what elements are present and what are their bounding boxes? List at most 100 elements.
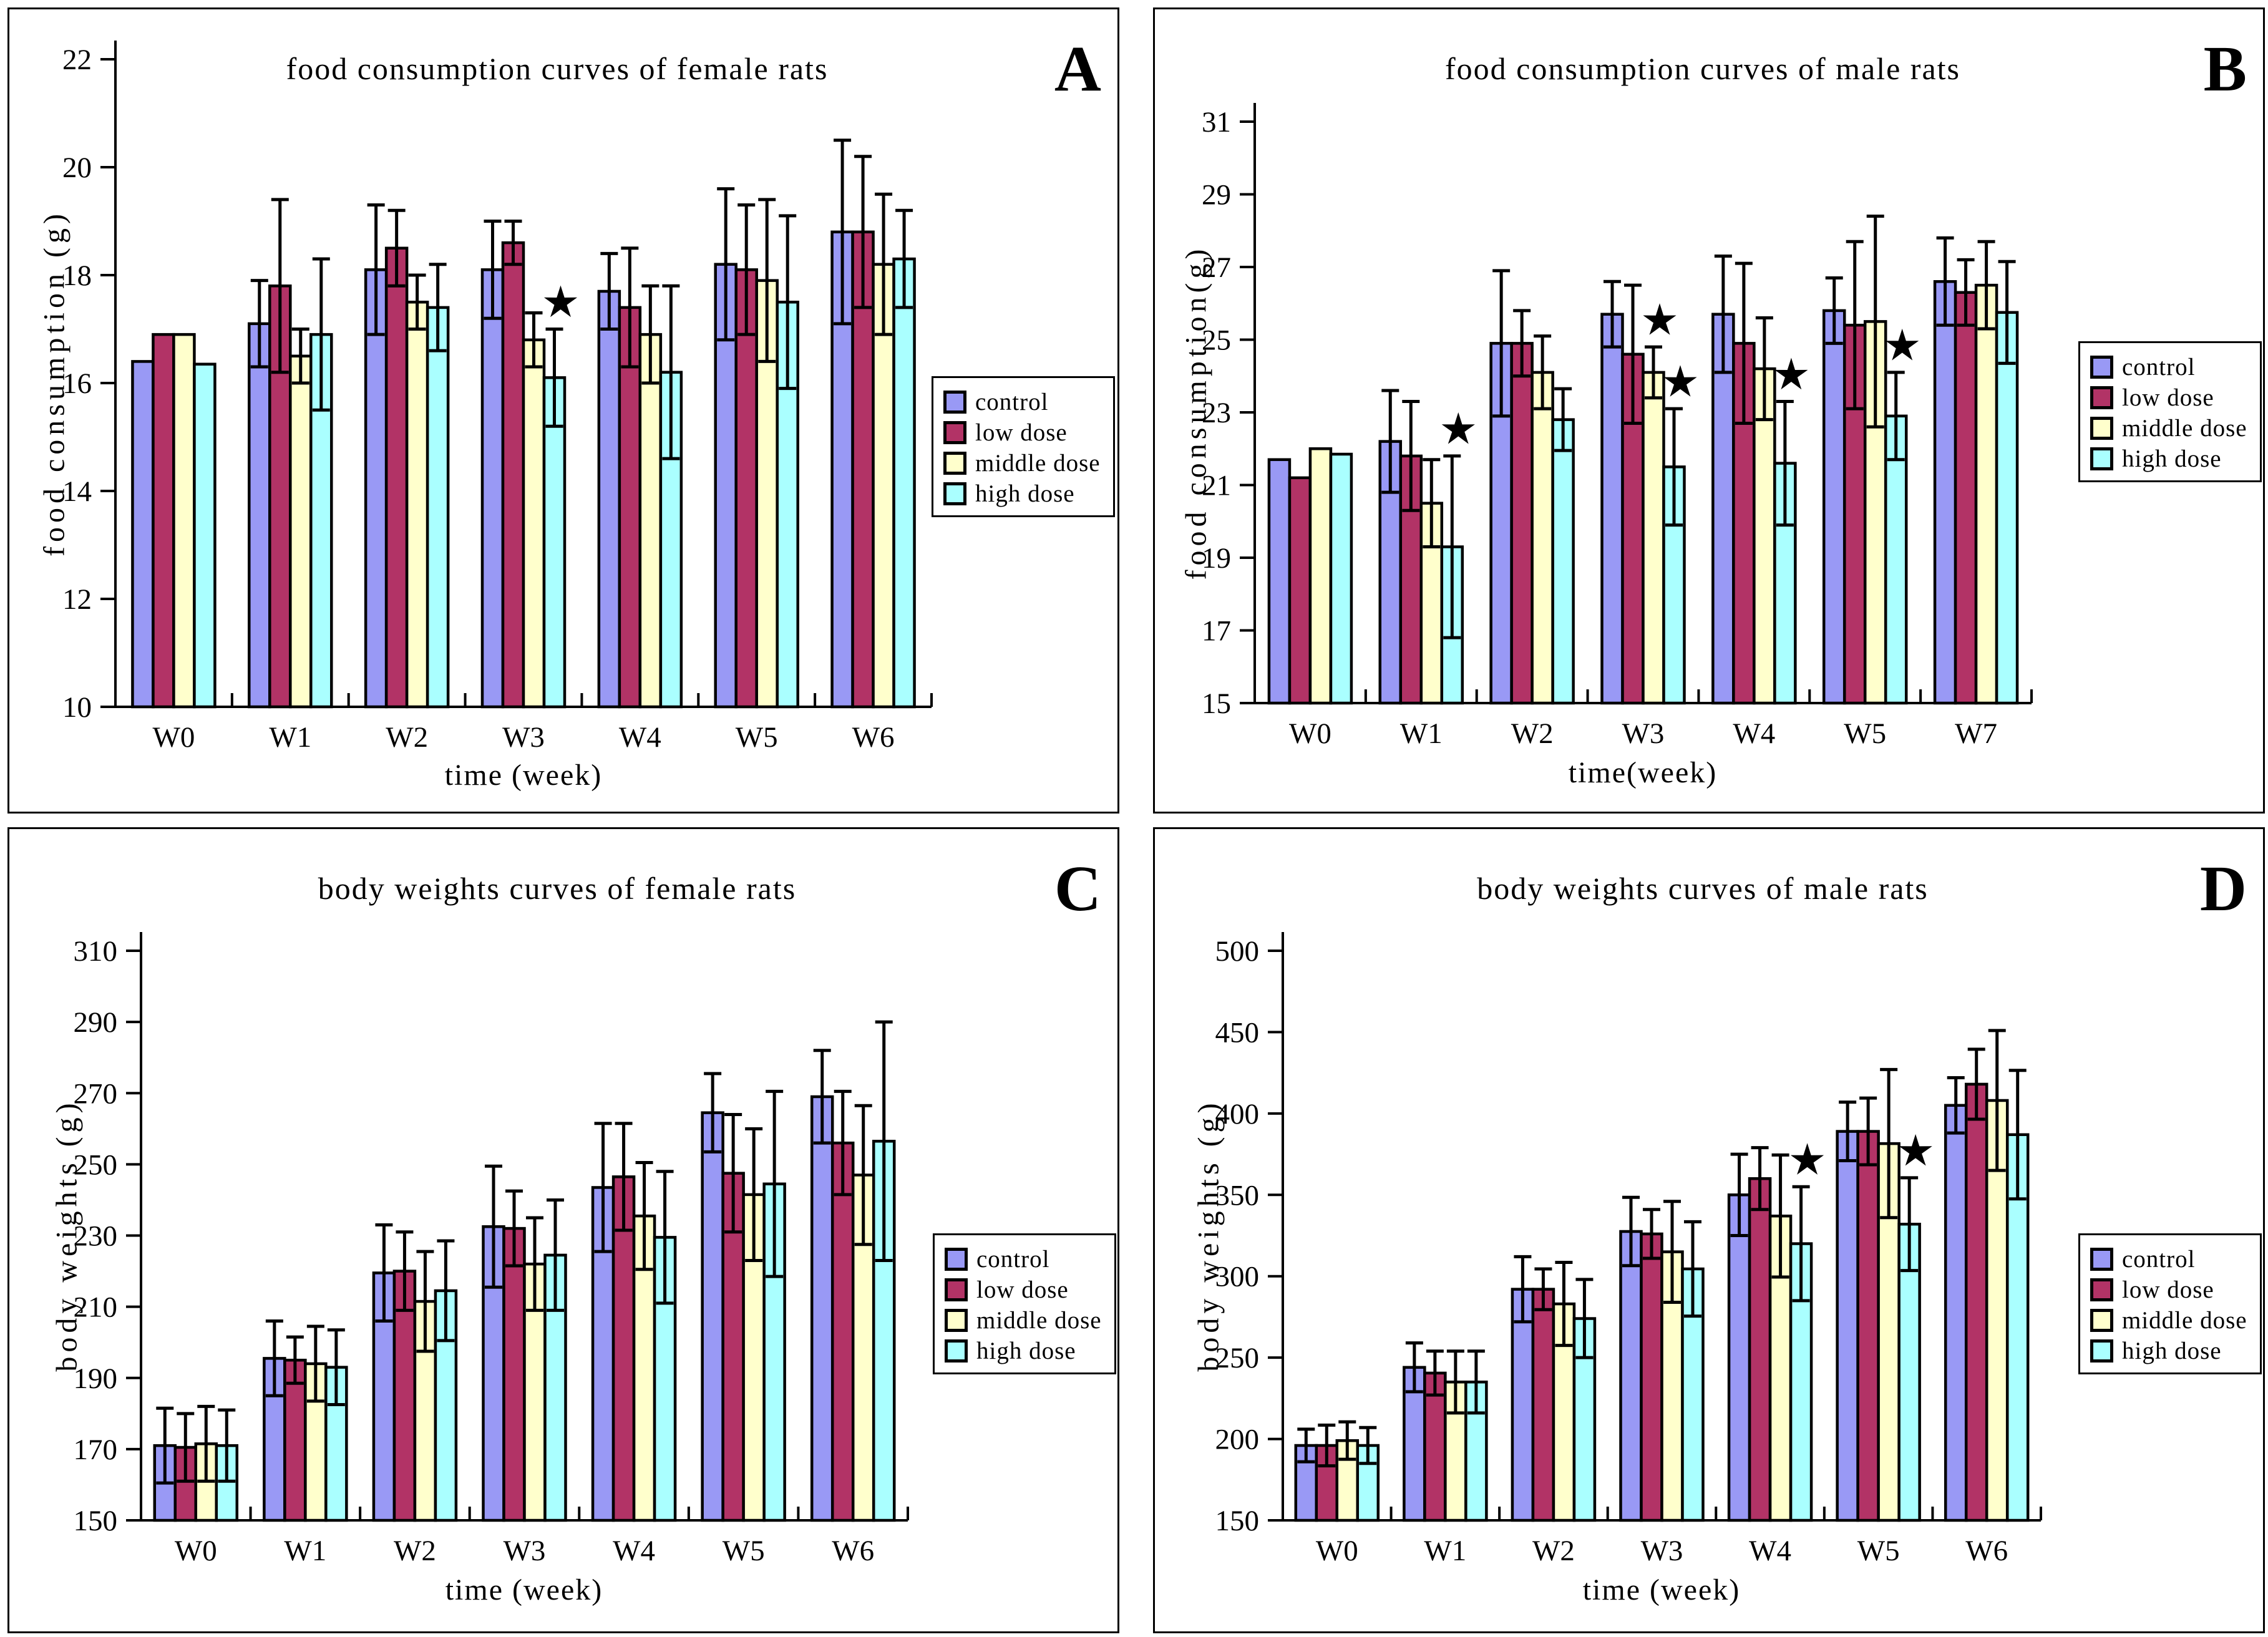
x-category-label: W5: [1857, 1535, 1900, 1567]
legend-swatch: [945, 1278, 968, 1301]
bar-middle-dose: [289, 354, 313, 709]
x-axis-label-d: time (week): [1582, 1573, 1741, 1606]
bar-control: [1619, 1230, 1643, 1522]
x-category-label: W2: [1511, 717, 1554, 750]
x-category-label: W1: [1424, 1535, 1466, 1567]
x-category-label: W1: [1400, 717, 1443, 750]
y-axis-label-d: body weights (g): [1192, 1099, 1225, 1372]
chart-title-d: body weights curves of male rats: [1477, 871, 1929, 906]
legend-item: middle dose: [945, 1305, 1114, 1336]
legend-item: control: [945, 1244, 1114, 1275]
bar-high-dose: [426, 306, 450, 709]
panel-letter-d: D: [2199, 853, 2247, 925]
legend-swatch: [943, 482, 966, 505]
legend-item: control: [943, 387, 1113, 417]
y-tick-label: 20: [62, 152, 92, 184]
bar-high-dose: [776, 301, 799, 709]
legend-item: high dose: [2090, 444, 2260, 474]
chart-title-b: food consumption curves of male rats: [1445, 51, 1960, 86]
bar-high-dose: [542, 376, 567, 709]
y-tick-label: 270: [74, 1077, 118, 1110]
bar-control: [1836, 1130, 1859, 1522]
x-category-label: W7: [1955, 717, 1997, 750]
legend-label: middle dose: [976, 1307, 1102, 1334]
legend-label: low dose: [976, 1276, 1069, 1303]
bar-low-dose: [1640, 1232, 1663, 1522]
y-tick-label: 170: [74, 1434, 118, 1466]
bar-low-dose: [1531, 1288, 1555, 1522]
legend-swatch: [2090, 447, 2113, 470]
bar-high-dose: [193, 362, 217, 709]
x-category-label: W4: [613, 1535, 655, 1567]
legend-item: control: [2090, 1244, 2260, 1275]
bar-high-dose: [1897, 1222, 1921, 1522]
bar-middle-dose: [1531, 371, 1554, 705]
panel-a: 10 12 14 16 18 20 22 W0 W1 W2 W3 W4 W5 W6 food consum…: [7, 7, 1119, 814]
legend-c: control low dose middle dose high dose: [933, 1233, 1116, 1374]
legend-item: high dose: [2090, 1336, 2260, 1366]
bar-middle-dose: [172, 333, 196, 709]
bar-low-dose: [1288, 476, 1312, 705]
bar-control: [480, 268, 505, 709]
bar-chart-c: 150 170 190 210 230 250 270 290 310 W0 W1 W2 W3 W4 W5 W…: [74, 932, 909, 1567]
x-category-label: W3: [504, 1535, 546, 1567]
bar-control: [1727, 1193, 1751, 1522]
bar-control: [1600, 313, 1624, 705]
legend-label: control: [975, 389, 1049, 415]
legend-swatch: [2090, 356, 2113, 379]
y-tick-label: 350: [1215, 1179, 1260, 1212]
legend-label: control: [2122, 354, 2196, 381]
legend-label: high dose: [975, 480, 1075, 507]
legend-label: high dose: [976, 1338, 1076, 1364]
bar-high-dose: [1995, 311, 2019, 705]
bar-low-dose: [502, 1227, 526, 1522]
legend-label: control: [2122, 1246, 2196, 1273]
legend-item: middle dose: [2090, 413, 2260, 444]
significance-star: [1790, 1143, 1824, 1175]
y-tick-label: 19: [1202, 542, 1231, 575]
x-category-label: W6: [852, 721, 895, 754]
bar-low-dose: [1856, 1130, 1880, 1522]
legend-label: control: [976, 1246, 1050, 1273]
legend-b: control low dose middle dose high dose: [2078, 341, 2262, 482]
x-category-label: W2: [394, 1535, 436, 1567]
y-axis-label-b: food consumption(g): [1179, 245, 1213, 580]
panel-b: 15 17 19 21 23 25 27 29 31 W0 W1 W2 W3 W4 W5 W7 food co…: [1153, 7, 2265, 814]
bar-low-dose: [501, 241, 525, 709]
x-category-label: W0: [1316, 1535, 1358, 1567]
x-category-label: W5: [1844, 717, 1886, 750]
y-tick-label: 150: [74, 1505, 118, 1537]
legend-swatch: [945, 1309, 968, 1332]
bar-control: [810, 1095, 834, 1522]
bar-low-dose: [1964, 1082, 1988, 1522]
x-category-label: W5: [736, 721, 778, 754]
bar-chart-b: 15 17 19 21 23 25 27 29 31 W0 W1 W2 W3 W4 W5 W7: [1202, 103, 2033, 750]
bar-middle-dose: [1642, 371, 1665, 705]
y-axis-label-a: food consumption (g): [37, 210, 71, 556]
bar-control: [1267, 458, 1292, 705]
legend-item: low dose: [2090, 382, 2260, 413]
significance-star: [1441, 412, 1475, 444]
x-axis-label-b: time(week): [1568, 756, 1718, 789]
y-tick-label: 22: [62, 44, 92, 76]
x-category-label: W3: [1622, 717, 1665, 750]
y-tick-label: 250: [1215, 1342, 1260, 1374]
y-tick-label: 25: [1202, 324, 1231, 357]
legend-item: middle dose: [943, 448, 1113, 478]
legend-item: high dose: [945, 1336, 1114, 1366]
legend-d: control low dose middle dose high dose: [2078, 1233, 2262, 1374]
x-axis-label-c: time (week): [445, 1573, 603, 1606]
panel-letter-c: C: [1054, 853, 1101, 925]
y-tick-label: 500: [1215, 935, 1260, 968]
bar-control: [701, 1111, 724, 1522]
y-tick-label: 450: [1215, 1016, 1260, 1049]
x-category-label: W2: [386, 721, 428, 754]
panel-c: 150 170 190 210 230 250 270 290 310 W0 W1 W2 W3 W4 W5 W…: [7, 827, 1119, 1633]
x-category-label: W0: [1289, 717, 1331, 750]
legend-swatch: [943, 421, 966, 444]
legend-swatch: [945, 1339, 968, 1363]
legend-item: high dose: [943, 478, 1113, 509]
bar-control: [1944, 1104, 1968, 1522]
bar-low-dose: [851, 230, 875, 709]
legend-swatch: [2090, 386, 2113, 409]
